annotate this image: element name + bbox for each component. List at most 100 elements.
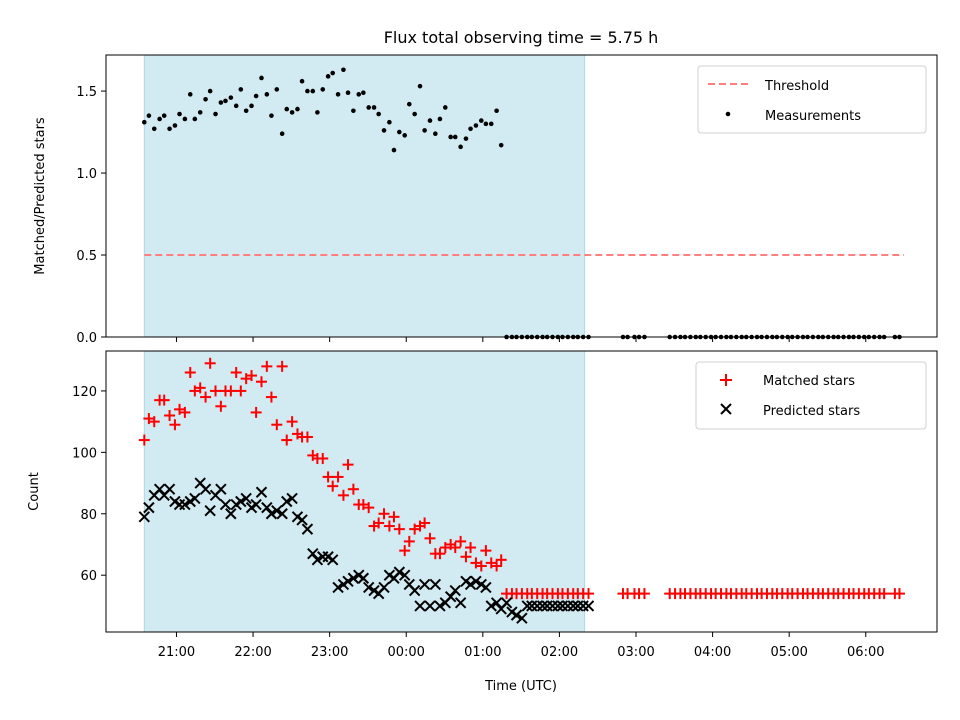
predicted-star-point — [255, 486, 268, 498]
count-y-tick-label: 80 — [80, 508, 97, 523]
predicted-star-point — [444, 590, 457, 603]
predicted-star-point — [189, 492, 201, 505]
predicted-star-point — [265, 508, 278, 520]
measurement-point — [381, 128, 387, 133]
predicted-star-point — [480, 581, 492, 594]
measurement-point — [468, 126, 473, 132]
measurement-point — [141, 119, 147, 125]
matched-star-point — [332, 471, 344, 483]
matched-star-point — [230, 366, 242, 378]
predicted-star-point — [296, 514, 308, 526]
x-axis-label: Time (UTC) — [484, 679, 557, 694]
matched-star-point — [399, 545, 411, 557]
predicted-star-point — [143, 501, 155, 514]
measurement-point — [442, 105, 448, 110]
measurement-point — [463, 136, 469, 141]
predicted-star-point — [418, 578, 431, 591]
predicted-star-point — [179, 498, 191, 511]
measurement-point — [238, 87, 244, 92]
count-panel: 60 80 100 120 21:00 22:00 23:00 00:00 01:00 02:0… — [27, 350, 938, 694]
measurement-point — [167, 126, 172, 132]
measurement-point — [433, 131, 438, 136]
x-tick-label: 21:00 — [158, 645, 195, 660]
measurement-point — [371, 105, 377, 110]
matched-star-point — [271, 419, 283, 431]
matched-star-point — [388, 511, 400, 523]
measurement-point — [310, 88, 316, 94]
count-x-ticks: 21:00 22:00 23:00 00:00 01:00 02:00 03:00 04:00… — [158, 632, 885, 660]
matched-star-point — [200, 391, 212, 403]
predicted-star-point — [552, 600, 564, 612]
predicted-star-point — [424, 600, 436, 612]
measurement-point — [177, 111, 182, 117]
predicted-star-point — [378, 581, 390, 594]
predicted-star-point — [153, 483, 166, 495]
x-tick-label: 06:00 — [847, 645, 884, 660]
measurement-point — [253, 93, 259, 99]
matched-star-point — [148, 416, 160, 428]
matched-star-point — [878, 588, 890, 600]
matched-star-point — [419, 517, 431, 529]
matched-star-point — [583, 588, 595, 600]
predicted-star-point — [362, 581, 375, 594]
predicted-star-point — [582, 600, 595, 612]
matched-star-point — [265, 391, 277, 403]
measurement-point — [243, 108, 249, 114]
measurement-point — [305, 88, 310, 94]
predicted-star-point — [408, 584, 421, 597]
measurement-point — [233, 103, 239, 109]
ratio-y-axis-label: Matched/Predicted stars — [33, 117, 48, 275]
predicted-star-point — [464, 578, 477, 591]
measurement-point — [172, 123, 178, 128]
measurement-point — [417, 83, 423, 89]
predicted-star-point — [393, 566, 406, 578]
measurement-point — [335, 92, 341, 97]
predicted-star-point — [271, 504, 283, 517]
measurement-point — [192, 116, 198, 122]
predicted-star-point — [342, 575, 354, 588]
predicted-star-point — [521, 600, 533, 612]
measurement-point — [498, 142, 504, 148]
measurement-point — [452, 134, 458, 140]
x-tick-label: 04:00 — [694, 645, 731, 660]
measurement-point — [182, 116, 188, 122]
measurement-point — [412, 111, 417, 117]
matched-star-point — [322, 471, 334, 483]
predicted-star-point — [250, 498, 262, 511]
measurement-point — [473, 123, 479, 128]
matched-star-point — [255, 376, 267, 388]
predicted-star-point — [219, 498, 232, 511]
matched-star-point — [373, 517, 385, 529]
predicted-star-point — [536, 600, 549, 612]
matched-star-point — [210, 385, 222, 397]
measurement-point — [406, 101, 412, 107]
measurement-point — [345, 90, 351, 96]
x-tick-label: 23:00 — [311, 645, 348, 660]
count-y-tick-label: 100 — [72, 446, 97, 461]
count-legend: Matched stars Predicted stars — [695, 361, 927, 430]
predicted-star-point — [429, 578, 442, 591]
predicted-star-point — [286, 492, 298, 505]
matched-star-point — [342, 459, 354, 471]
matched-star-point — [475, 560, 487, 572]
count-y-ticks: 60 80 100 120 — [72, 385, 106, 584]
matched-star-point — [424, 532, 436, 544]
matched-star-point — [383, 520, 395, 532]
predicted-star-point — [261, 501, 273, 514]
matched-star-point — [164, 409, 176, 421]
measurement-point — [488, 121, 494, 127]
matched-star-point — [495, 554, 507, 566]
count-y-axis-label: Count — [27, 472, 42, 511]
matched-star-point — [460, 551, 472, 563]
matched-star-point — [378, 508, 390, 520]
predicted-star-point — [414, 600, 426, 612]
matched-star-point — [235, 385, 247, 397]
ratio-y-tick-label: 1.5 — [76, 85, 97, 100]
predicted-star-point — [454, 597, 467, 609]
predicted-star-point — [240, 492, 252, 505]
predicted-star-point — [510, 609, 523, 621]
matched-star-point — [449, 542, 461, 554]
matched-star-point — [638, 588, 650, 600]
ratio-y-tick-label: 1.0 — [76, 167, 97, 182]
count-y-tick-label: 60 — [80, 569, 97, 584]
